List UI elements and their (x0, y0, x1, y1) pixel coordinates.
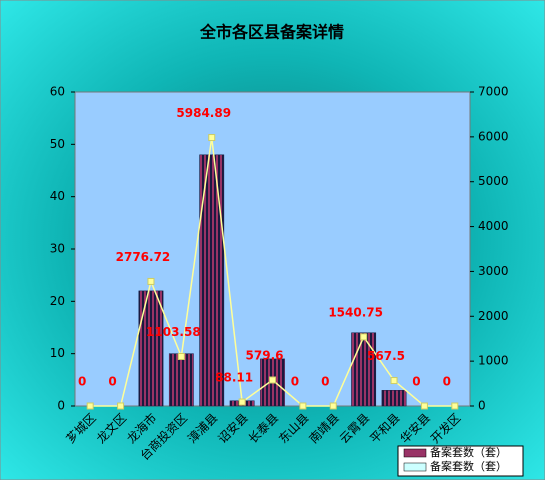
line-marker (420, 402, 428, 410)
data-label: 2776.72 (116, 250, 171, 264)
y-tick-label: 30 (50, 242, 65, 256)
data-label: 1540.75 (328, 305, 383, 319)
y-tick-label: 0 (57, 399, 65, 413)
data-label: 0 (321, 375, 329, 389)
bar (199, 154, 225, 407)
legend-swatch (403, 462, 427, 472)
y-tick-label: 60 (50, 85, 65, 99)
y-tick-label: 50 (50, 137, 65, 151)
y2-tick-label: 0 (478, 399, 486, 413)
data-label: 0 (412, 375, 420, 389)
y2-tick-label: 3000 (478, 264, 509, 278)
line-marker (177, 352, 185, 360)
y2-tick-label: 1000 (478, 354, 509, 368)
line-marker (208, 134, 216, 142)
legend-label: 备案套数（套） (430, 459, 507, 473)
line-marker (390, 377, 398, 385)
line-marker (329, 402, 337, 410)
chart-title: 全市各区县备案详情 (199, 23, 344, 42)
data-label: 567.5 (367, 349, 405, 363)
line-marker (299, 402, 307, 410)
line-marker (147, 277, 155, 285)
line-marker (360, 333, 368, 341)
line-marker (117, 402, 125, 410)
data-label: 1103.58 (146, 325, 201, 339)
data-label: 5984.89 (176, 106, 231, 120)
line-marker (451, 402, 459, 410)
data-label: 0 (78, 375, 86, 389)
y-tick-label: 40 (50, 189, 65, 203)
data-label: 0 (291, 375, 299, 389)
data-label: 0 (443, 375, 451, 389)
bar (138, 290, 164, 407)
y2-tick-label: 4000 (478, 219, 509, 233)
line-marker (238, 398, 246, 406)
bar (168, 353, 194, 407)
bar (351, 332, 377, 407)
data-label: 579.6 (246, 349, 284, 363)
line-marker (86, 402, 94, 410)
y2-tick-label: 7000 (478, 85, 509, 99)
y2-tick-label: 5000 (478, 174, 509, 188)
legend-swatch (403, 448, 427, 458)
y-tick-label: 10 (50, 346, 65, 360)
data-label: 0 (108, 375, 116, 389)
line-marker (269, 376, 276, 384)
bar (381, 390, 407, 407)
y2-tick-label: 2000 (478, 309, 509, 323)
y2-tick-label: 6000 (478, 129, 509, 143)
y-tick-label: 20 (50, 294, 65, 308)
legend-label: 备案套数（套） (430, 445, 507, 459)
data-label: 88.11 (215, 371, 253, 385)
